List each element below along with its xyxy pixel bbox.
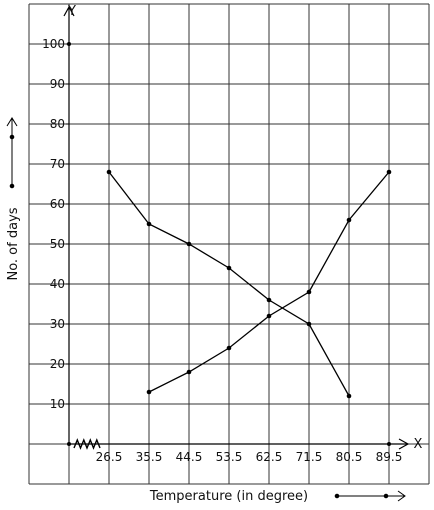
y-tick-label: 50	[50, 237, 65, 251]
series-2-point	[226, 345, 232, 351]
x-axis-end-point	[387, 442, 391, 446]
y-direction-arrow	[6, 117, 18, 189]
y-tick-label: 80	[50, 117, 65, 131]
x-direction-arrow	[334, 490, 406, 502]
y-axis-arrowhead	[63, 5, 75, 17]
x-tick-label: 89.5	[376, 450, 403, 464]
x-axis-label: Temperature (in degree)	[149, 489, 308, 504]
x-tick-label: 44.5	[176, 450, 203, 464]
y-axis-label: No. of days	[6, 207, 21, 280]
y-tick-label: 100	[42, 37, 65, 51]
x-tick-label: 26.5	[96, 450, 123, 464]
series-1-point	[306, 321, 312, 327]
x-tick-label: 62.5	[256, 450, 283, 464]
series-2-point	[186, 369, 192, 375]
x-tick-label: 71.5	[296, 450, 323, 464]
x-tick-label: 80.5	[336, 450, 363, 464]
series-2-point	[266, 313, 272, 319]
series-group	[106, 169, 392, 399]
grid	[28, 3, 430, 485]
y-tick-label: 20	[50, 357, 65, 371]
series-2-point	[386, 169, 392, 175]
series-1-point	[346, 393, 352, 399]
series-1-point	[146, 221, 152, 227]
axes	[63, 5, 410, 450]
y-tick-label: 90	[50, 77, 65, 91]
y-tick-label: 40	[50, 277, 65, 291]
y-tick-label: 10	[50, 397, 65, 411]
x-tick-label: 35.5	[136, 450, 163, 464]
y-tick-label: 30	[50, 317, 65, 331]
series-2-point	[146, 389, 152, 395]
series-1-point	[266, 297, 272, 303]
series-1-point	[186, 241, 192, 247]
y-axis-letter: Y	[67, 4, 76, 19]
y-tick-label: 70	[50, 157, 65, 171]
x-axis-letter: X	[414, 437, 423, 452]
series-2-point	[346, 217, 352, 223]
x-tick-label: 53.5	[216, 450, 243, 464]
origin-point	[67, 442, 71, 446]
series-1-point	[226, 265, 232, 271]
x-axis-arrowhead	[398, 438, 410, 450]
tick-labels: 26.5 35.5 44.5 53.5 62.5 71.5 80.5 89.5 10 20 30 40…	[42, 37, 402, 464]
x-axis-break	[73, 438, 101, 450]
y-tick-label: 60	[50, 197, 65, 211]
series-1-point	[106, 169, 112, 175]
series-2-point	[306, 289, 312, 295]
